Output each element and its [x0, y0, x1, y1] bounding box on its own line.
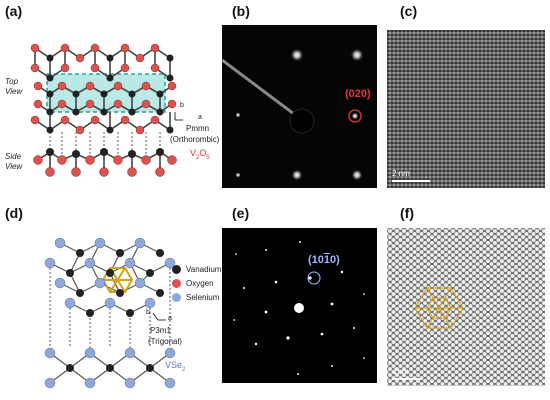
formula-v2o5: V2O5: [190, 148, 210, 161]
oxygen-swatch: [172, 278, 181, 288]
axes-arrows-a: [174, 112, 183, 121]
axis-label-b-a: b: [180, 102, 184, 109]
scale-bar-c: [392, 180, 430, 182]
diffraction-pattern-b: [222, 25, 377, 188]
panel-label-b: (b): [232, 3, 250, 19]
space-group-a: Pmmn: [186, 124, 210, 133]
top-view-label: Top View: [5, 77, 23, 96]
vanadium-swatch: [172, 264, 181, 274]
hrtem-image-f: [387, 228, 545, 386]
space-group-d: P3m1: [150, 326, 171, 335]
scale-bar-label-c: 2 nm: [392, 169, 410, 178]
hrtem-image-c: [387, 30, 545, 188]
hexagon-overlay-f: [414, 287, 464, 329]
panel-label-a: (a): [5, 3, 23, 19]
vse2-structure-diagram: [44, 237, 176, 389]
axis-label-a-d: a: [168, 315, 172, 322]
crystal-system-d: (Trigonal): [148, 337, 182, 346]
side-view-atoms: [33, 148, 177, 177]
legend-item-selenium: Selenium: [172, 290, 221, 304]
side-view-label: Side View: [5, 152, 23, 171]
top-view-atoms: [30, 43, 177, 135]
panel-label-f: (f): [400, 205, 414, 221]
legend-label-oxygen: Oxygen: [186, 278, 214, 288]
panel-label-e: (e): [232, 205, 250, 221]
spot-label-020: (020): [345, 88, 371, 100]
axes-arrows-d: [152, 312, 166, 321]
spot-label-10-10: (1010): [308, 254, 340, 266]
axis-label-a-a: a: [198, 114, 202, 121]
panel-label-c: (c): [400, 3, 418, 19]
panel-label-d: (d): [5, 205, 23, 221]
scale-bar-f: [392, 378, 422, 380]
legend-label-vanadium: Vanadium: [186, 264, 222, 274]
v2o5-structure-diagram: [30, 43, 183, 177]
crystal-system-a: (Orthorombic): [170, 135, 220, 144]
formula-vse2: VSe2: [165, 360, 186, 373]
legend-d: Vanadium Oxygen Selenium: [172, 262, 221, 304]
axis-label-b-d: b: [146, 309, 150, 316]
legend-item-oxygen: Oxygen: [172, 276, 221, 290]
legend-label-selenium: Selenium: [186, 292, 220, 302]
scale-bar-label-f: 1nm: [393, 367, 409, 376]
legend-item-vanadium: Vanadium: [172, 262, 221, 276]
selenium-swatch: [172, 292, 181, 302]
diffraction-pattern-e: [222, 228, 377, 383]
